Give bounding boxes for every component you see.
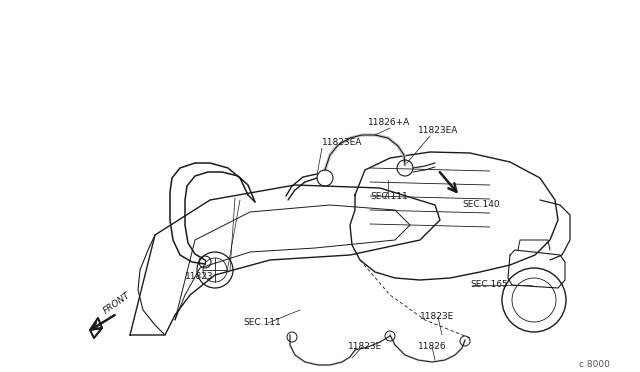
Text: SEC.111: SEC.111 (243, 318, 281, 327)
Text: 11823: 11823 (185, 272, 214, 281)
Text: SEC.140: SEC.140 (462, 200, 500, 209)
Text: SEC.111: SEC.111 (370, 192, 408, 201)
Text: 11826+A: 11826+A (368, 118, 410, 127)
Text: FRONT: FRONT (102, 291, 132, 315)
Text: 11823E: 11823E (420, 312, 454, 321)
Text: 11823EA: 11823EA (418, 126, 458, 135)
Text: SEC.165: SEC.165 (470, 280, 508, 289)
Text: 11826: 11826 (418, 342, 447, 351)
Text: c 8000: c 8000 (579, 360, 610, 369)
Text: 11823EA: 11823EA (322, 138, 362, 147)
Text: 11823E: 11823E (348, 342, 382, 351)
